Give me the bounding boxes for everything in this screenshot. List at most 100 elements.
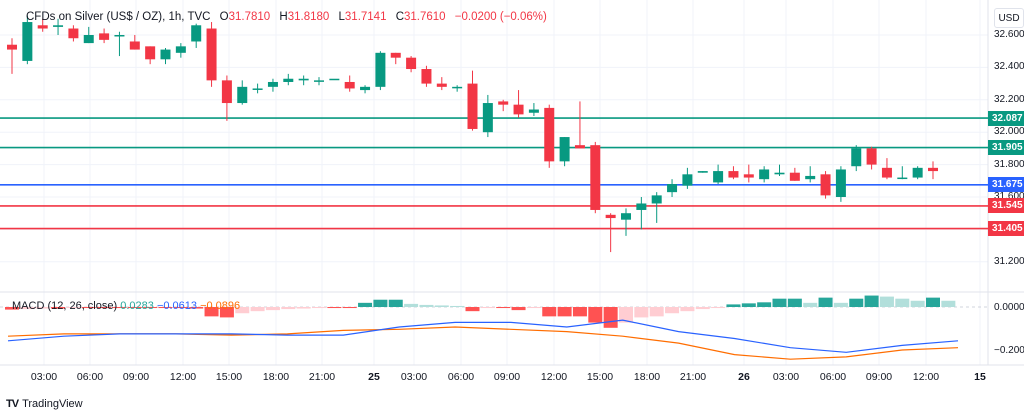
candle (621, 213, 631, 220)
candle (559, 137, 570, 162)
price-tick: 32.200 (994, 93, 1024, 105)
candle (774, 172, 785, 175)
candle (298, 78, 309, 81)
time-tick: 12:00 (912, 371, 940, 383)
time-tick: 18:00 (633, 371, 661, 383)
symbol-legend: CFDs on Silver (US$ / OZ), 1h, TVC O31.7… (26, 11, 547, 23)
price-tick: 32.600 (994, 29, 1024, 40)
candle (697, 171, 708, 173)
price-tick: 31.200 (994, 255, 1024, 267)
macd-signal-value: −0.0896 (200, 300, 241, 312)
level-badge: 31.905 (988, 140, 1024, 156)
open-value: 31.7810 (228, 11, 271, 23)
low-value: 31.7141 (344, 11, 387, 23)
change-value: −0.0200 (−0.06%) (454, 11, 547, 23)
time-tick: 09:00 (122, 371, 150, 383)
candle (728, 171, 739, 178)
time-tick: 21:00 (308, 371, 336, 383)
candle (344, 81, 355, 89)
candle (329, 78, 340, 81)
candle (360, 86, 371, 91)
candle (283, 78, 294, 82)
candle (636, 203, 647, 210)
candle (743, 174, 754, 178)
level-badge: 31.405 (988, 221, 1024, 237)
candle (37, 25, 48, 29)
candle (912, 167, 923, 178)
candle (452, 86, 463, 89)
time-tick: 26 (738, 371, 750, 383)
time-tick: 09:00 (865, 371, 893, 383)
candle (574, 145, 585, 149)
candle (881, 167, 892, 178)
candle (467, 83, 478, 129)
candle (682, 174, 693, 186)
time-tick: 25 (368, 371, 380, 383)
candle (68, 28, 79, 39)
candle (835, 169, 846, 197)
open-label: O (219, 11, 229, 23)
candle (590, 145, 601, 210)
candle (820, 174, 831, 196)
candle (99, 33, 110, 40)
time-tick: 09:00 (493, 371, 521, 383)
candle (498, 101, 509, 105)
macd-line-value: −0.0613 (156, 300, 198, 312)
candle (83, 35, 94, 44)
macd-title: MACD (12, 26, close) (12, 300, 118, 312)
time-tick: 18:00 (262, 371, 290, 383)
time-tick: 15:00 (586, 371, 614, 383)
candle (713, 171, 724, 183)
time-tick: 21:00 (679, 371, 707, 383)
candle (851, 148, 862, 167)
candle (805, 175, 816, 180)
candle (7, 44, 17, 50)
price-tick: 31.600 (994, 191, 1024, 202)
candle (375, 52, 386, 87)
price-tick: 31.800 (994, 158, 1024, 170)
price-tick: 32.000 (994, 126, 1024, 138)
high-label: H (279, 11, 288, 23)
tradingview-logo-icon: TV (6, 398, 19, 410)
brand-footer[interactable]: TV TradingView (6, 398, 83, 410)
candle (22, 22, 33, 61)
high-value: 31.8180 (287, 11, 330, 23)
level-badge: 31.545 (988, 198, 1024, 214)
time-tick: 06:00 (819, 371, 847, 383)
time-tick: 12:00 (540, 371, 568, 383)
macd-tick: 0.0000 (994, 302, 1024, 313)
currency-button[interactable]: USD (994, 8, 1024, 28)
time-tick: 06:00 (76, 371, 104, 383)
macd-legend: MACD (12, 26, close) 0.0283 −0.0613 −0.0… (12, 300, 240, 312)
candle (191, 25, 202, 42)
candle (667, 184, 678, 193)
close-value: 31.7610 (404, 11, 446, 23)
close-label: C (395, 11, 404, 23)
time-tick: 15 (974, 371, 986, 383)
candle (544, 107, 555, 162)
candle (53, 25, 64, 27)
candle (314, 80, 324, 82)
brand-name: TradingView (22, 398, 83, 410)
candle (789, 172, 800, 181)
candle (651, 195, 662, 204)
level-badge: 31.675 (988, 177, 1024, 193)
candle (175, 46, 186, 53)
time-tick: 03:00 (400, 371, 428, 383)
time-tick: 15:00 (215, 371, 243, 383)
candle (897, 177, 908, 180)
candle (206, 28, 217, 81)
level-badge: 32.087 (988, 110, 1024, 126)
price-tick: 32.400 (994, 61, 1024, 73)
low-label: L (338, 11, 345, 23)
candle (482, 103, 493, 133)
time-tick: 12:00 (169, 371, 197, 383)
candle (605, 214, 616, 219)
candle (160, 49, 171, 60)
candle (237, 86, 248, 104)
candle (267, 81, 278, 87)
candle (406, 57, 417, 70)
candle (114, 35, 125, 37)
